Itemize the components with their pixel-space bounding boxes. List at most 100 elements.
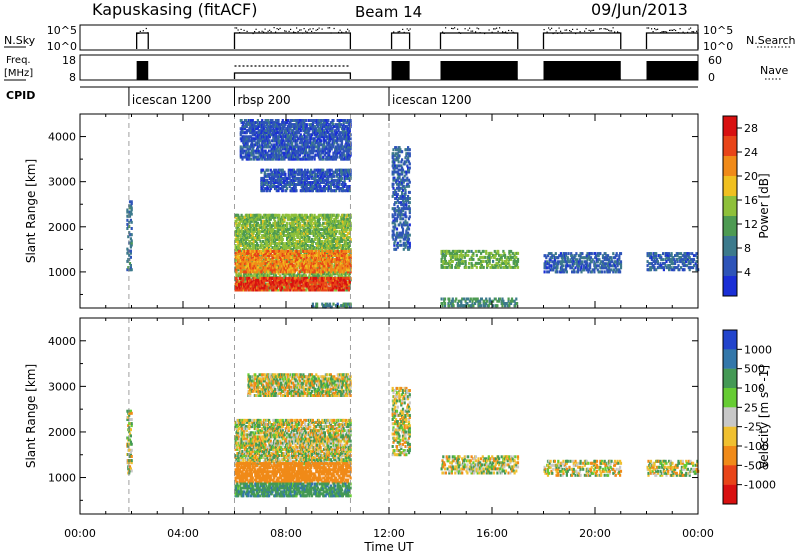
power-cell [342,231,345,235]
power-cell [266,213,269,217]
power-cell [237,252,240,255]
power-cell [315,231,318,235]
power-cell [273,248,276,252]
power-cell [321,249,324,253]
nsearch-dot [491,31,493,33]
power-cell [279,274,282,278]
nsearch-dot [302,32,304,34]
power-cell [130,227,133,230]
power-cell [294,242,297,245]
power-cell [317,219,320,223]
power-cell [347,213,350,217]
power-cell [256,272,259,276]
power-cell [303,288,306,292]
power-cell [292,223,296,227]
power-cell [250,219,253,223]
power-cell [289,246,292,250]
power-cell [266,236,269,239]
power-cell [346,225,350,229]
power-cell [236,256,239,260]
power-cell [340,268,343,272]
power-cell [334,260,338,264]
power-cell [306,262,309,266]
power-cell [274,236,277,239]
power-cell [317,249,320,253]
power-cell [126,208,129,212]
power-cell [313,270,316,274]
power-cell [345,240,348,243]
power-cell [251,252,254,255]
nsearch-dot [505,31,507,33]
power-cell [307,223,310,227]
power-cell [327,215,330,219]
power-cell [245,231,248,235]
power-cell [249,268,253,272]
power-cell [273,266,276,270]
power-cell [291,266,294,270]
power-cell [318,240,321,243]
power-cell [304,266,308,270]
power-cell [330,264,333,268]
power-cell [273,242,276,245]
power-cell [272,213,275,217]
power-cell [263,219,266,223]
power-cell [237,266,241,270]
power-cell [245,242,248,245]
power-cell [279,227,282,231]
power-cell [322,250,326,254]
power-cell [306,234,309,237]
power-cell [327,272,330,276]
nsearch-dot [479,32,481,34]
power-cell [310,248,314,252]
power-cell [338,250,341,254]
power-cell [322,266,326,270]
power-cell [128,200,132,204]
power-cell [316,244,319,247]
power-cell [244,229,247,233]
power-cell [263,256,266,260]
power-cell [249,213,253,217]
power-cell [308,268,311,272]
power-cell [278,213,281,217]
power-cell [286,246,289,250]
power-cell [324,262,327,266]
power-cell [237,236,240,239]
power-cell [329,234,332,237]
power-cell [321,248,324,252]
power-cell [335,264,338,268]
power-cell [348,236,351,239]
nsky-label: N.Sky [4,34,36,47]
power-cell [335,272,338,276]
power-cell [246,248,249,252]
power-cell [243,227,247,231]
power-cell [349,227,352,231]
power-cell [326,252,329,256]
power-cell [130,241,133,245]
power-cell [268,225,271,229]
power-cell [292,240,295,243]
power-cell [289,262,292,266]
power-cell [129,210,132,214]
power-cell [344,246,347,250]
power-cell [287,258,290,262]
power-cell [252,242,255,245]
power-cell [265,225,268,229]
power-cell [238,249,241,253]
nsearch-tick-top: 10^5 [703,24,733,37]
power-cell [283,229,286,233]
nsearch-dot [570,30,572,33]
power-cell [311,272,314,276]
power-cell [282,246,285,250]
power-cell [241,264,244,268]
power-cell [261,227,264,231]
power-cell [239,215,242,219]
power-cell [237,223,241,227]
power-cell [327,274,330,278]
nsearch-dot [646,27,648,29]
power-cell [324,274,327,278]
power-cell [316,246,320,250]
nsearch-dot [590,30,592,32]
power-cell [340,217,344,221]
nsearch-dot [240,28,242,30]
power-cell [268,221,271,225]
